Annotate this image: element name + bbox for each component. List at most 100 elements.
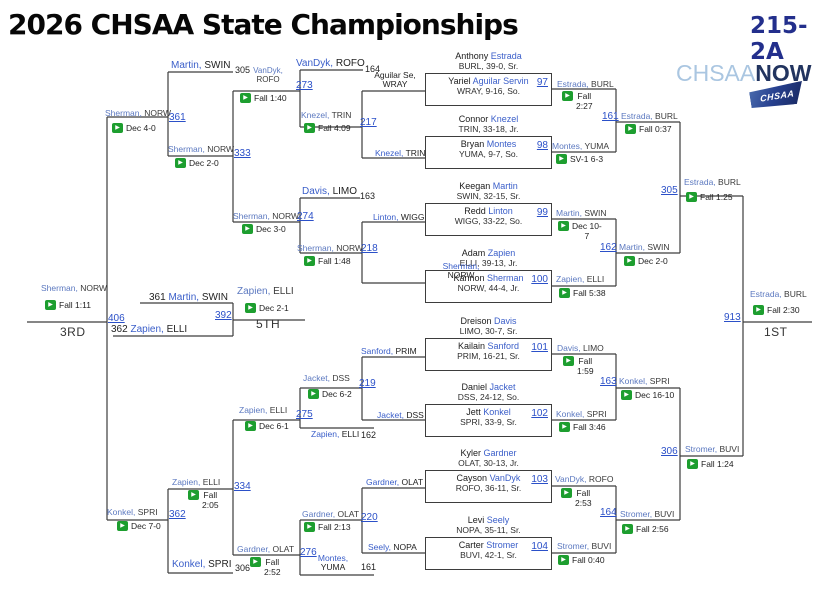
video-icon[interactable]: ▶ xyxy=(117,521,128,531)
match-97-number[interactable]: 97 xyxy=(536,77,548,88)
match-161-number[interactable]: 161 xyxy=(602,111,619,122)
match-99-number[interactable]: 99 xyxy=(536,207,548,218)
drop-davis: Davis, LIMO xyxy=(302,186,358,197)
match-305-number[interactable]: 305 xyxy=(661,185,678,196)
video-icon[interactable]: ▶ xyxy=(112,123,123,133)
wrestler-link[interactable]: Jacket xyxy=(489,382,516,392)
wrestler-link[interactable]: Aguilar Servin xyxy=(472,76,529,86)
video-icon[interactable]: ▶ xyxy=(245,303,256,313)
match-913-number[interactable]: 913 xyxy=(724,312,741,323)
wrestler-link[interactable]: Knezel, xyxy=(375,148,404,158)
match-362-number[interactable]: 362 xyxy=(169,509,186,520)
video-icon[interactable]: ▶ xyxy=(559,422,570,432)
video-icon[interactable]: ▶ xyxy=(242,224,253,234)
wrestler-link[interactable]: Martin, xyxy=(171,60,202,71)
wrestler-link[interactable]: Stromer xyxy=(486,540,519,550)
match-103-number[interactable]: 103 xyxy=(531,474,548,485)
video-icon[interactable]: ▶ xyxy=(624,256,635,266)
wrestler-link[interactable]: Linton xyxy=(488,206,513,216)
wrestler-link[interactable]: Linton, xyxy=(373,212,399,222)
wrestler-link[interactable]: Davis, xyxy=(302,186,330,197)
video-icon[interactable]: ▶ xyxy=(308,389,319,399)
wrestler-link[interactable]: Seely, xyxy=(368,542,391,552)
match-219-number[interactable]: 219 xyxy=(359,378,376,389)
wrestler-link[interactable]: Montes xyxy=(486,139,517,149)
wrestler-link[interactable]: Martin, xyxy=(168,292,200,303)
match-164-number[interactable]: 164 xyxy=(600,507,617,518)
match-406-result: ▶ Fall 1:11 xyxy=(45,300,91,310)
wrestler-link[interactable]: VanDyk, xyxy=(296,58,334,69)
wrestler-link[interactable]: Martin xyxy=(492,181,518,191)
match-274-number[interactable]: 274 xyxy=(297,211,314,222)
video-icon[interactable]: ▶ xyxy=(563,356,574,366)
video-icon[interactable]: ▶ xyxy=(45,300,56,310)
video-icon[interactable]: ▶ xyxy=(250,557,261,567)
video-icon[interactable]: ▶ xyxy=(561,488,572,498)
match-273-number[interactable]: 273 xyxy=(296,80,313,91)
match-104-number[interactable]: 104 xyxy=(531,541,548,552)
video-icon[interactable]: ▶ xyxy=(240,93,251,103)
match-306-number[interactable]: 306 xyxy=(661,446,678,457)
video-icon[interactable]: ▶ xyxy=(558,221,569,231)
wrestler-link[interactable]: Davis xyxy=(494,316,517,326)
wrestler-link[interactable]: Konkel xyxy=(483,407,511,417)
match-102-number[interactable]: 102 xyxy=(531,408,548,419)
video-icon[interactable]: ▶ xyxy=(304,522,315,532)
match-100-number[interactable]: 100 xyxy=(531,274,548,285)
wrestler-link[interactable]: Sanford xyxy=(487,341,520,351)
wrestler-link[interactable]: Estrada xyxy=(490,51,522,61)
logo-now-text: NOW xyxy=(755,60,812,86)
logo-chsaa-text: CHSAA xyxy=(676,60,756,86)
video-icon[interactable]: ▶ xyxy=(304,256,315,266)
match-101-number[interactable]: 101 xyxy=(531,342,548,353)
video-icon[interactable]: ▶ xyxy=(622,524,633,534)
video-icon[interactable]: ▶ xyxy=(687,459,698,469)
chsaanow-logo: CHSAANOW xyxy=(676,60,811,87)
video-icon[interactable]: ▶ xyxy=(753,305,764,315)
wrestler-link[interactable]: Montes, xyxy=(317,553,349,563)
wrestler-link[interactable]: Zapien xyxy=(487,248,516,258)
drop-davis-from: 163 xyxy=(360,191,376,201)
match-273-result: ▶ Fall 1:40 xyxy=(240,93,287,103)
match-163-number[interactable]: 163 xyxy=(600,376,617,387)
wrestler-link[interactable]: Zapien, xyxy=(311,429,340,439)
wrestler-link[interactable]: Sanford, xyxy=(361,346,394,356)
wrestler-link[interactable]: Seely xyxy=(486,515,510,525)
video-icon[interactable]: ▶ xyxy=(304,123,315,133)
wrestler-link[interactable]: VanDyk xyxy=(489,473,521,483)
video-icon[interactable]: ▶ xyxy=(245,421,256,431)
wrestler-link[interactable]: Gardner, xyxy=(366,477,400,487)
wrestler-link[interactable]: Knezel xyxy=(490,114,519,124)
match-276-number[interactable]: 276 xyxy=(300,547,317,558)
place-1st-label: 1ST xyxy=(764,325,788,339)
match-361-number[interactable]: 361 xyxy=(169,112,186,123)
wrestler-link[interactable]: Jacket, xyxy=(377,410,404,420)
match-334-number[interactable]: 334 xyxy=(234,481,251,492)
wrestler-link[interactable]: Sherman, xyxy=(442,261,480,271)
match-392-number[interactable]: 392 xyxy=(215,310,232,321)
video-icon[interactable]: ▶ xyxy=(625,124,636,134)
match-98-top-wrestler: Connor Knezel TRIN, 33-18, Jr. xyxy=(458,114,519,134)
wrestler-link[interactable]: Zapien, xyxy=(130,324,164,335)
video-icon[interactable]: ▶ xyxy=(175,158,186,168)
match-104-result: ▶ Fall 0:40 xyxy=(558,555,605,565)
match-162-number[interactable]: 162 xyxy=(600,242,617,253)
video-icon[interactable]: ▶ xyxy=(562,91,573,101)
match-275-number[interactable]: 275 xyxy=(296,409,313,420)
wrestler-link[interactable]: Konkel, xyxy=(172,559,206,570)
match-333-number[interactable]: 333 xyxy=(234,148,251,159)
wrestler-link[interactable]: Sherman xyxy=(487,273,524,283)
match-406-number[interactable]: 406 xyxy=(108,313,125,324)
match-217-number[interactable]: 217 xyxy=(360,117,377,128)
video-icon[interactable]: ▶ xyxy=(621,390,632,400)
match-217-winner: Knezel, TRIN xyxy=(301,110,352,120)
video-icon[interactable]: ▶ xyxy=(686,192,697,202)
match-98-number[interactable]: 98 xyxy=(536,140,548,151)
video-icon[interactable]: ▶ xyxy=(188,490,199,500)
video-icon[interactable]: ▶ xyxy=(556,154,567,164)
match-218-number[interactable]: 218 xyxy=(361,243,378,254)
video-icon[interactable]: ▶ xyxy=(559,288,570,298)
wrestler-link[interactable]: Gardner xyxy=(483,448,517,458)
video-icon[interactable]: ▶ xyxy=(558,555,569,565)
match-220-number[interactable]: 220 xyxy=(361,512,378,523)
